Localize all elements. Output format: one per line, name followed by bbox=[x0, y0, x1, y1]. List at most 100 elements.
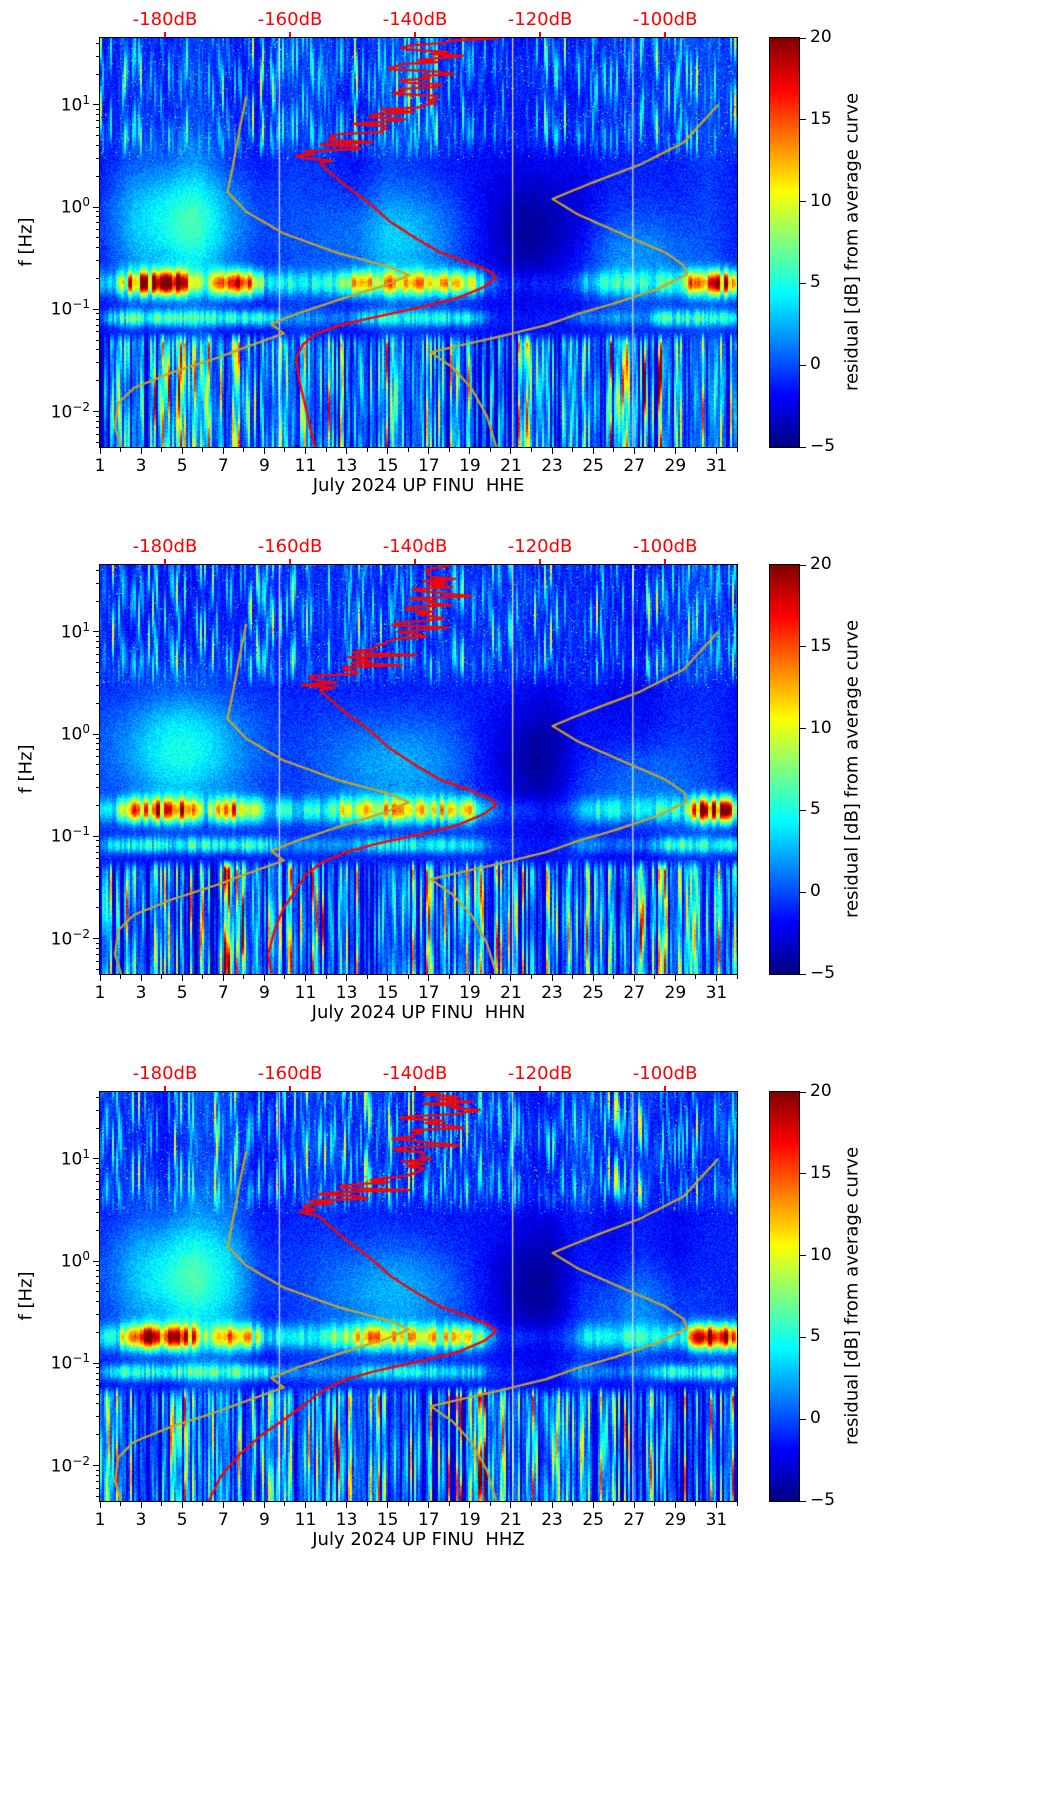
x-tick-label: 19 bbox=[459, 1510, 481, 1530]
y-minor-tick bbox=[96, 380, 100, 382]
x-tick-label: 11 bbox=[294, 983, 317, 1003]
y-tick bbox=[93, 1260, 100, 1262]
y-minor-tick bbox=[96, 953, 100, 955]
colorbar-tick-label: 20 bbox=[810, 1081, 832, 1101]
x-tick-label: 17 bbox=[417, 983, 440, 1003]
y-minor-tick bbox=[96, 1291, 100, 1293]
x-tick bbox=[181, 1502, 183, 1508]
y-minor-tick bbox=[96, 647, 100, 649]
top-axis-label: -160dB bbox=[257, 9, 323, 30]
y-minor-tick bbox=[96, 743, 100, 745]
y-tick-label: 10−2 bbox=[50, 926, 90, 950]
top-axis-tick bbox=[164, 1086, 166, 1091]
y-minor-tick bbox=[96, 641, 100, 643]
y-minor-tick bbox=[96, 635, 100, 637]
x-tick-label: 23 bbox=[541, 983, 563, 1003]
y-minor-tick bbox=[96, 787, 100, 788]
x-tick bbox=[346, 1502, 348, 1508]
colorbar-gradient bbox=[770, 565, 799, 974]
colorbar-tick-label: 0 bbox=[810, 1408, 821, 1429]
colorbar-tick-label: 10 bbox=[810, 190, 832, 211]
top-axis-tick bbox=[164, 32, 166, 37]
x-tick bbox=[633, 1502, 635, 1508]
y-minor-tick bbox=[96, 960, 100, 962]
y-minor-tick bbox=[96, 1265, 100, 1267]
spectrogram-plot-hhe bbox=[99, 37, 738, 448]
x-tick-label: 13 bbox=[335, 1510, 358, 1530]
colorbar-tick-label: 10 bbox=[810, 717, 832, 738]
x-tick-label: 31 bbox=[705, 983, 728, 1003]
x-tick bbox=[469, 1502, 471, 1508]
x-minor-tick bbox=[243, 448, 245, 452]
y-minor-tick bbox=[96, 1367, 100, 1369]
x-tick-label: 1 bbox=[94, 983, 106, 1003]
x-tick bbox=[592, 1502, 594, 1508]
colorbar-tick bbox=[800, 1173, 806, 1175]
y-tick-label: 10−2 bbox=[50, 399, 90, 423]
x-tick bbox=[469, 975, 471, 981]
x-tick-label: 17 bbox=[417, 456, 440, 476]
top-axis-tick bbox=[414, 559, 416, 564]
x-tick-label: 29 bbox=[664, 1510, 687, 1530]
y-minor-tick bbox=[96, 1385, 100, 1387]
y-minor-tick bbox=[96, 1434, 100, 1436]
top-axis-label: -140dB bbox=[382, 536, 448, 557]
x-minor-tick bbox=[736, 448, 738, 452]
y-tick-label: 101 bbox=[60, 92, 90, 116]
x-tick-label: 5 bbox=[176, 983, 188, 1003]
x-tick-label: 25 bbox=[582, 456, 604, 476]
y-minor-tick bbox=[96, 1276, 100, 1278]
x-minor-tick bbox=[120, 448, 122, 452]
x-minor-tick bbox=[161, 448, 163, 452]
colorbar bbox=[769, 1091, 800, 1502]
x-tick bbox=[674, 1502, 676, 1508]
y-minor-tick bbox=[96, 108, 100, 110]
top-axis-tick bbox=[664, 32, 666, 37]
x-minor-tick bbox=[407, 1502, 409, 1506]
spectrogram-canvas bbox=[100, 1092, 737, 1501]
y-minor-tick bbox=[96, 211, 100, 213]
colorbar-tick bbox=[800, 1500, 806, 1502]
y-minor-tick bbox=[96, 73, 100, 75]
x-tick-label: 9 bbox=[258, 983, 270, 1003]
colorbar-tick bbox=[800, 364, 806, 366]
x-tick bbox=[715, 975, 717, 981]
y-minor-tick bbox=[96, 1174, 100, 1176]
x-tick-label: 29 bbox=[664, 456, 687, 476]
x-tick-label: 25 bbox=[582, 983, 604, 1003]
y-tick bbox=[93, 733, 100, 735]
y-minor-tick bbox=[96, 318, 100, 320]
y-minor-tick bbox=[96, 1480, 100, 1482]
x-minor-tick bbox=[572, 448, 574, 452]
x-tick bbox=[715, 448, 717, 454]
y-minor-tick bbox=[96, 662, 100, 664]
x-tick bbox=[551, 1502, 553, 1508]
x-tick-label: 29 bbox=[664, 983, 687, 1003]
top-axis-tick bbox=[664, 559, 666, 564]
x-minor-tick bbox=[448, 1502, 450, 1506]
y-minor-tick bbox=[96, 1332, 100, 1333]
y-minor-tick bbox=[96, 840, 100, 842]
x-tick-label: 31 bbox=[705, 456, 728, 476]
y-minor-tick bbox=[96, 1229, 100, 1231]
x-tick bbox=[633, 448, 635, 454]
x-minor-tick bbox=[366, 975, 368, 979]
x-tick-label: 9 bbox=[258, 456, 270, 476]
x-tick-label: 7 bbox=[217, 983, 229, 1003]
top-axis-label: -160dB bbox=[257, 1063, 323, 1084]
y-minor-tick bbox=[96, 764, 100, 766]
x-tick bbox=[346, 448, 348, 454]
y-minor-tick bbox=[96, 120, 100, 122]
x-axis-label: July 2024 UP FINU HHE bbox=[312, 475, 525, 496]
x-tick-label: 15 bbox=[376, 983, 399, 1003]
y-minor-tick bbox=[96, 433, 100, 435]
x-minor-tick bbox=[654, 448, 656, 452]
top-axis-tick bbox=[539, 559, 541, 564]
x-tick bbox=[140, 448, 142, 454]
x-tick-label: 15 bbox=[376, 456, 399, 476]
colorbar-tick-label: 15 bbox=[810, 1162, 832, 1183]
x-tick-label: 3 bbox=[135, 1510, 147, 1530]
x-tick bbox=[181, 975, 183, 981]
x-tick-label: 13 bbox=[335, 983, 358, 1003]
x-tick-label: 21 bbox=[500, 983, 522, 1003]
